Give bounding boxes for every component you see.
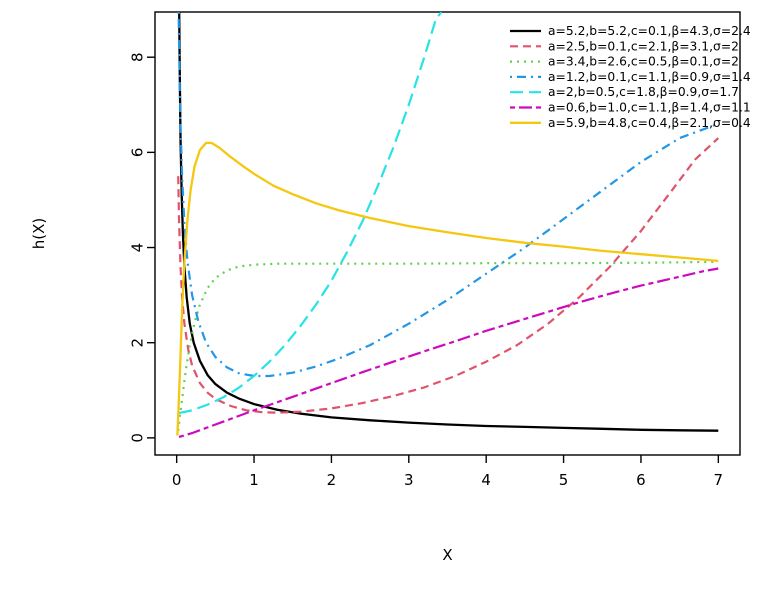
- legend: a=5.2,b=5.2,c=0.1,β=4.3,σ=2.4a=2.5,b=0.1…: [510, 24, 751, 130]
- y-tick-label: 2: [129, 338, 147, 348]
- legend-label-6: a=5.9,b=4.8,c=0.4,β=2.1,σ=0.4: [548, 116, 751, 130]
- y-axis-title: h(X): [30, 218, 48, 250]
- x-tick-label: 2: [327, 471, 337, 489]
- legend-label-4: a=2,b=0.5,c=1.8,β=0.9,σ=1.7: [548, 85, 739, 99]
- x-tick-label: 1: [249, 471, 259, 489]
- series-line-5: [178, 267, 719, 438]
- series-line-6: [176, 141, 719, 436]
- legend-label-2: a=3.4,b=2.6,c=0.5,β=0.1,σ=2: [548, 55, 739, 69]
- series-line-0: [178, 12, 719, 432]
- x-tick-label: 0: [172, 471, 182, 489]
- series-line-4: [178, 12, 443, 415]
- plot-box: [154, 11, 741, 456]
- x-tick-label: 3: [404, 471, 414, 489]
- x-tick-label: 4: [481, 471, 491, 489]
- series-line-2: [177, 260, 719, 431]
- y-tick-label: 8: [129, 52, 147, 62]
- x-tick-label: 7: [714, 471, 724, 489]
- x-axis-title: X: [442, 546, 452, 564]
- legend-label-1: a=2.5,b=0.1,c=2.1,β=3.1,σ=2: [548, 39, 739, 53]
- legend-label-0: a=5.2,b=5.2,c=0.1,β=4.3,σ=2.4: [548, 24, 751, 38]
- x-tick-label: 6: [636, 471, 646, 489]
- series-line-1: [177, 137, 720, 414]
- y-tick-label: 4: [129, 243, 147, 253]
- x-axis: 0 1 2 3 4 5 6 7: [172, 455, 723, 489]
- legend-label-3: a=1.2,b=0.1,c=1.1,β=0.9,σ=1.4: [548, 70, 751, 84]
- series-group: [176, 12, 720, 438]
- y-tick-label: 6: [129, 148, 147, 158]
- x-tick-label: 5: [559, 471, 569, 489]
- legend-label-5: a=0.6,b=1.0,c=1.1,β=1.4,σ=1.1: [548, 101, 751, 115]
- y-axis: 0 2 4 6 8: [129, 52, 155, 443]
- y-tick-label: 0: [129, 433, 147, 443]
